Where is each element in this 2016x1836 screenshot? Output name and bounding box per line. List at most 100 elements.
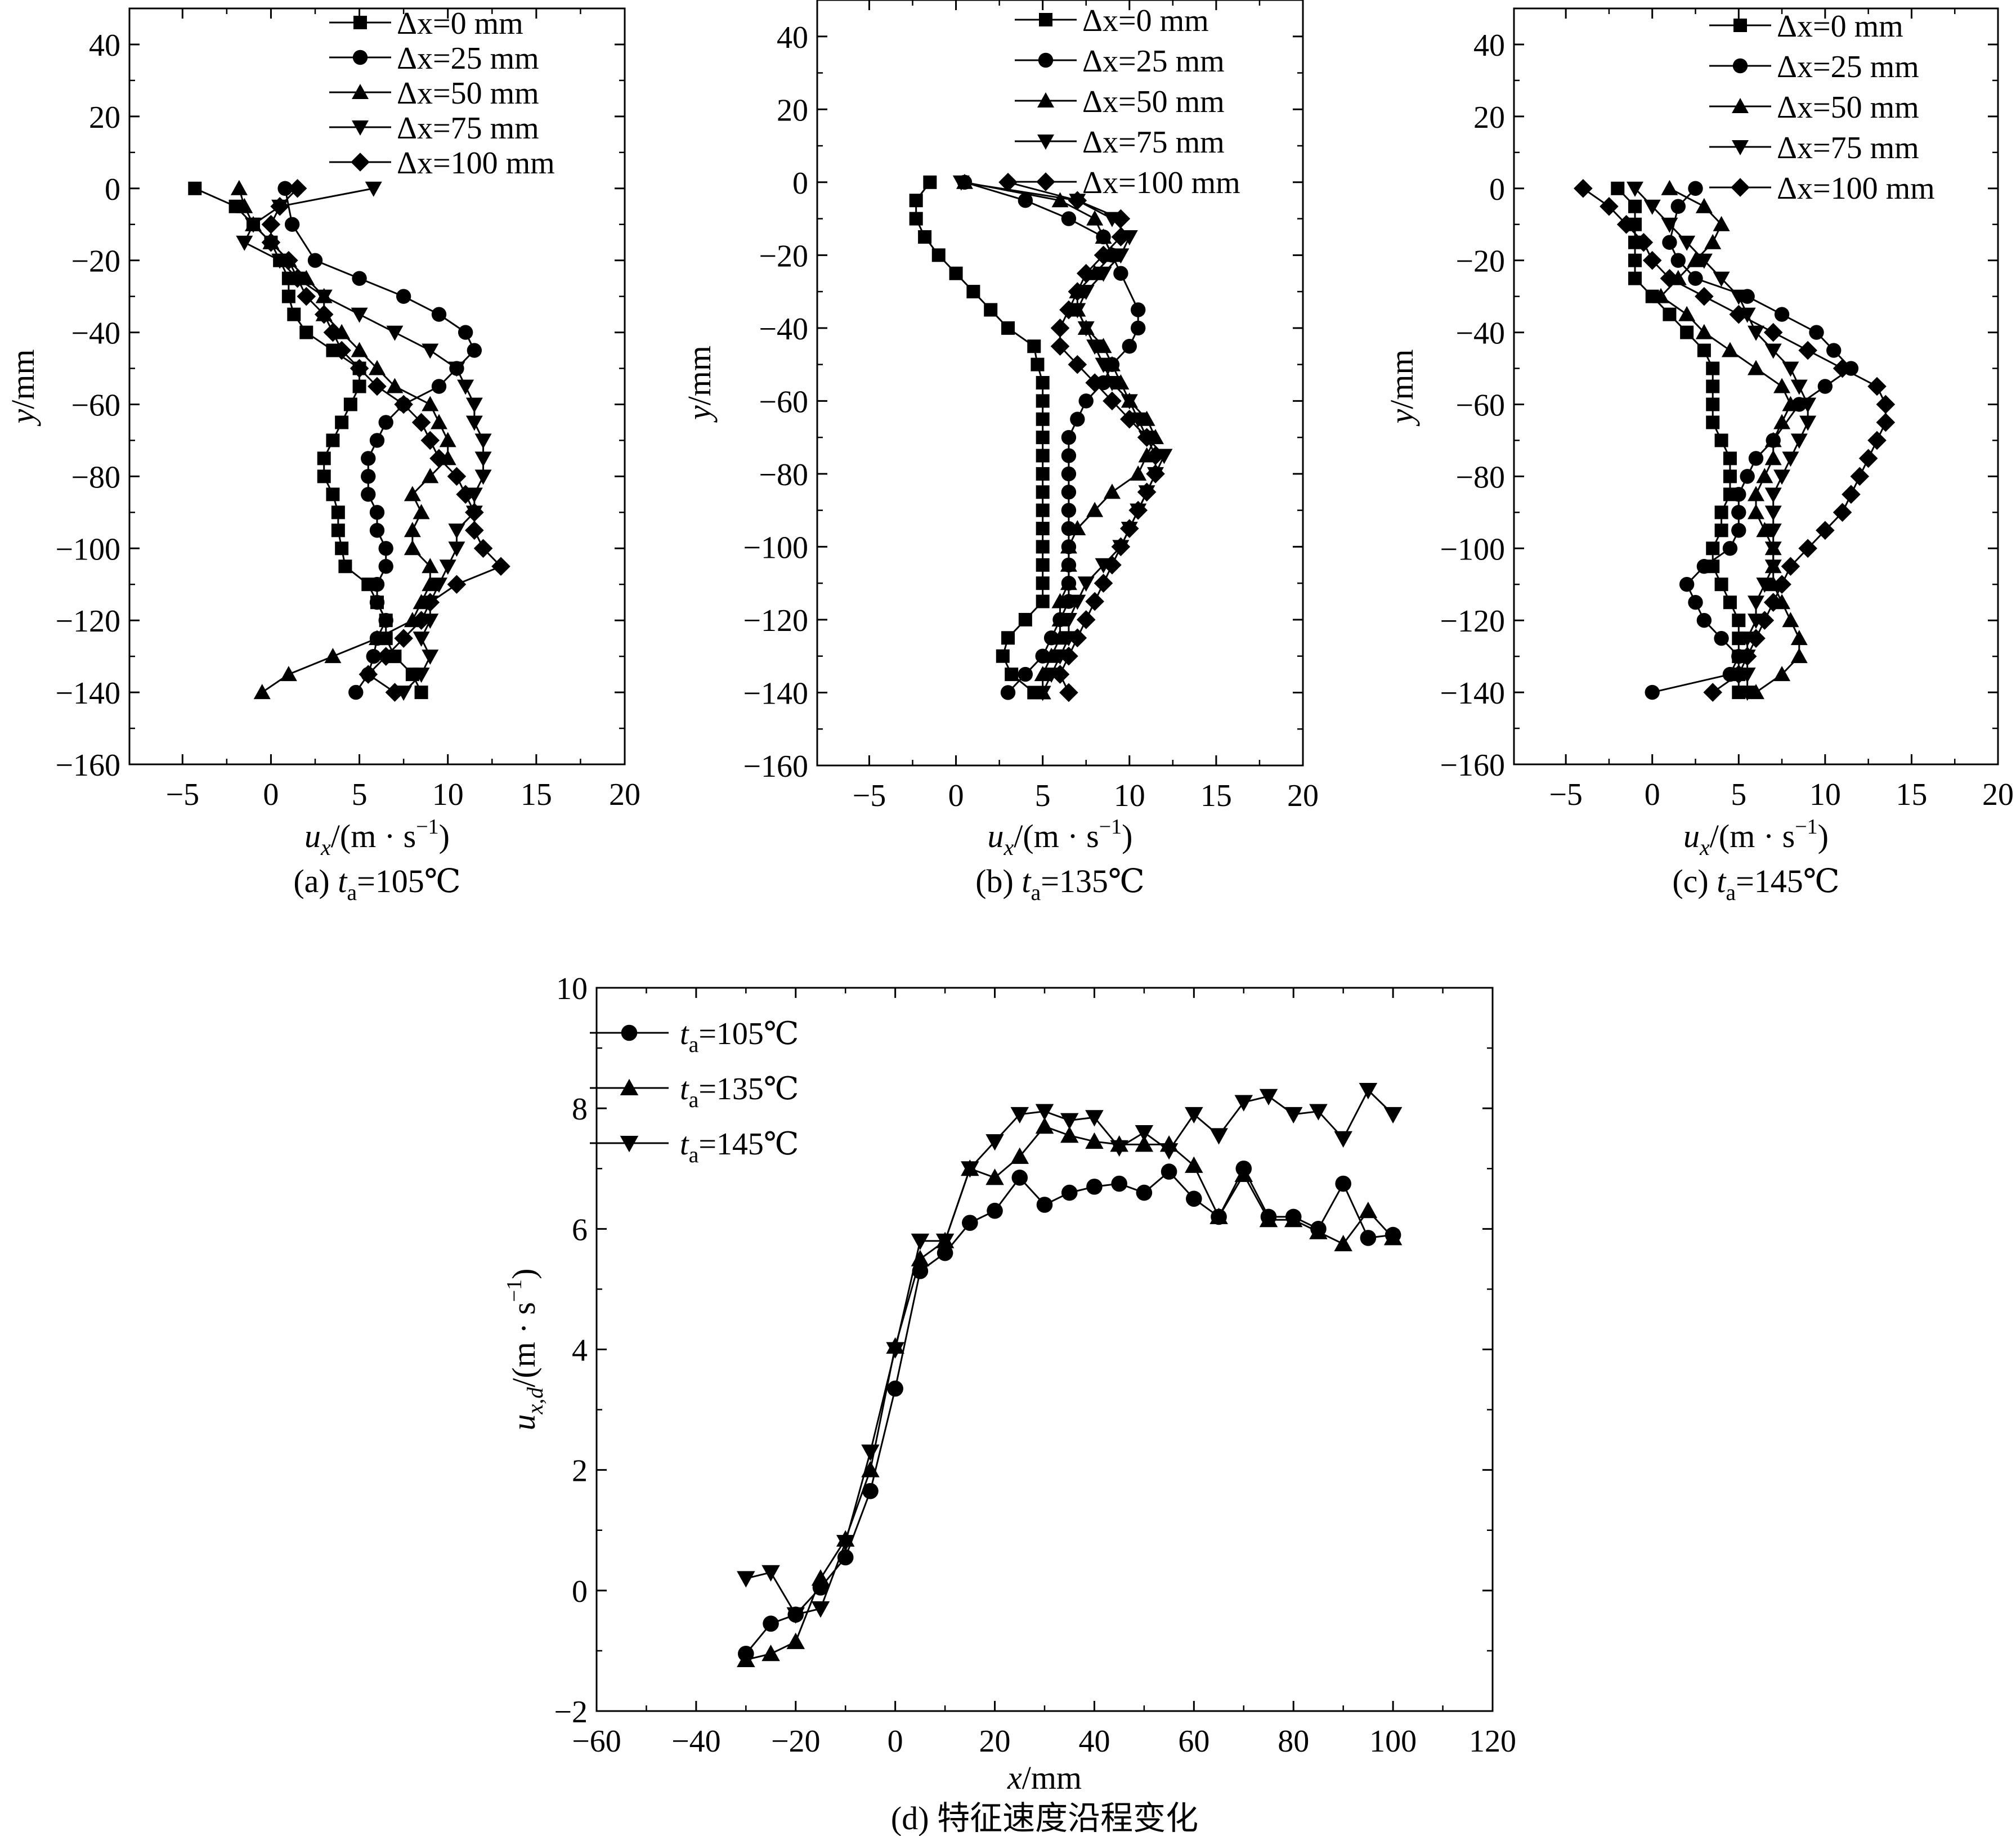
marker-triangle-up bbox=[985, 1168, 1004, 1185]
marker-triangle-up bbox=[761, 1645, 780, 1662]
marker-diamond bbox=[297, 286, 316, 306]
marker-circle bbox=[352, 271, 367, 286]
marker-circle bbox=[1061, 448, 1077, 463]
legend-label-text: Δx=0 mm bbox=[1082, 3, 1209, 38]
marker-square bbox=[188, 181, 202, 195]
marker-triangle-down bbox=[1159, 1143, 1179, 1160]
series-diamond bbox=[261, 178, 510, 702]
marker-square bbox=[918, 230, 932, 244]
y-tick-label: 20 bbox=[89, 100, 120, 135]
marker-triangle-down bbox=[737, 1571, 755, 1588]
panel-caption: (a) ta=105℃ bbox=[293, 863, 460, 905]
legend-item: Δx=25 mm bbox=[1709, 50, 1919, 84]
y-tick-label: −40 bbox=[71, 316, 120, 351]
marker-triangle-down bbox=[352, 120, 369, 136]
x-axis-label-sub: x bbox=[320, 835, 331, 860]
marker-triangle-up bbox=[352, 84, 369, 99]
marker-circle bbox=[1122, 339, 1137, 354]
marker-triangle-down bbox=[465, 415, 483, 431]
marker-circle bbox=[1061, 466, 1077, 482]
y-axis-label-unit: /mm bbox=[1383, 349, 1420, 409]
marker-triangle-up bbox=[1732, 98, 1749, 113]
marker-circle bbox=[1130, 320, 1146, 336]
legend-label: Δx=100 mm bbox=[397, 146, 555, 181]
marker-circle bbox=[458, 325, 473, 340]
marker-circle bbox=[361, 469, 376, 484]
marker-square bbox=[966, 285, 980, 299]
panel-caption: (b) ta=135℃ bbox=[975, 863, 1145, 905]
legend-label: Δx=75 mm bbox=[1082, 125, 1225, 160]
legend-label: Δx=25 mm bbox=[1082, 44, 1225, 79]
marker-triangle-up bbox=[369, 630, 386, 646]
marker-triangle-down bbox=[1034, 686, 1051, 701]
marker-triangle-up bbox=[1010, 1147, 1029, 1164]
marker-triangle-down bbox=[465, 397, 483, 413]
series-circle bbox=[1645, 181, 1859, 700]
x-axis-label-sub: x bbox=[1003, 835, 1014, 860]
marker-circle bbox=[277, 181, 293, 196]
x-tick-label: 20 bbox=[609, 777, 640, 812]
marker-triangle-up bbox=[1764, 432, 1782, 447]
x-axis-label-var: u bbox=[304, 818, 321, 854]
x-tick-label: 5 bbox=[352, 777, 368, 812]
x-tick-label: −40 bbox=[671, 1724, 721, 1759]
marker-triangle-up bbox=[1086, 501, 1104, 517]
y-tick-label: 10 bbox=[556, 971, 588, 1006]
panel-caption: (c) ta=145℃ bbox=[1672, 863, 1839, 905]
marker-triangle-down bbox=[1359, 1083, 1378, 1100]
marker-circle bbox=[1688, 271, 1703, 286]
y-tick-label: −60 bbox=[71, 388, 120, 423]
marker-triangle-up bbox=[1037, 92, 1054, 108]
y-tick-label: 20 bbox=[1473, 100, 1505, 135]
marker-triangle-down bbox=[1135, 1125, 1154, 1142]
y-axis-label-unit: /mm bbox=[681, 346, 718, 405]
marker-square bbox=[1733, 19, 1747, 32]
legend-item: Δx=50 mm bbox=[1709, 90, 1919, 125]
y-tick-label: 6 bbox=[572, 1212, 588, 1247]
x-tick-label: 10 bbox=[432, 777, 464, 812]
marker-triangle-up bbox=[1334, 1234, 1352, 1252]
marker-triangle-up bbox=[1103, 356, 1121, 371]
marker-triangle-down bbox=[474, 433, 492, 449]
marker-circle bbox=[1696, 612, 1712, 628]
marker-circle bbox=[1018, 666, 1033, 682]
marker-circle bbox=[307, 253, 323, 268]
marker-square bbox=[1714, 523, 1728, 538]
legend-label-text: Δx=75 mm bbox=[1082, 125, 1225, 160]
marker-diamond bbox=[456, 485, 475, 504]
marker-triangle-up bbox=[1661, 180, 1678, 195]
x-axis-label-sub: x bbox=[1699, 835, 1710, 860]
marker-triangle-up bbox=[253, 684, 271, 700]
y-tick-label: −100 bbox=[743, 530, 808, 565]
legend-item: Δx=25 mm bbox=[329, 41, 539, 76]
marker-triangle-down bbox=[1095, 266, 1112, 282]
marker-triangle-down bbox=[935, 1233, 955, 1250]
marker-square bbox=[1723, 595, 1737, 610]
marker-triangle-up bbox=[1069, 520, 1086, 536]
marker-circle bbox=[369, 433, 385, 448]
marker-triangle-up bbox=[280, 666, 297, 682]
marker-triangle-down bbox=[448, 541, 465, 557]
x-tick-label: 20 bbox=[1287, 778, 1319, 813]
marker-triangle-down bbox=[439, 559, 456, 575]
marker-square bbox=[909, 212, 923, 226]
marker-triangle-down bbox=[351, 307, 368, 323]
marker-triangle-down bbox=[1086, 339, 1104, 355]
marker-circle bbox=[1679, 577, 1695, 592]
marker-diamond bbox=[1085, 373, 1104, 392]
marker-square bbox=[909, 194, 923, 208]
marker-triangle-up bbox=[324, 648, 342, 664]
marker-diamond bbox=[1119, 409, 1139, 429]
legend-label-var: t bbox=[680, 1127, 689, 1162]
marker-square bbox=[1628, 253, 1642, 267]
legend-label-text: Δx=50 mm bbox=[1777, 90, 1919, 125]
marker-triangle-up bbox=[1035, 1117, 1054, 1134]
y-tick-label: 4 bbox=[572, 1333, 588, 1368]
marker-triangle-up bbox=[1687, 252, 1704, 267]
series-circle bbox=[277, 181, 482, 700]
marker-diamond bbox=[1763, 593, 1783, 612]
marker-diamond bbox=[288, 178, 307, 198]
marker-diamond bbox=[394, 629, 413, 648]
legend-item: Δx=75 mm bbox=[1709, 131, 1919, 165]
